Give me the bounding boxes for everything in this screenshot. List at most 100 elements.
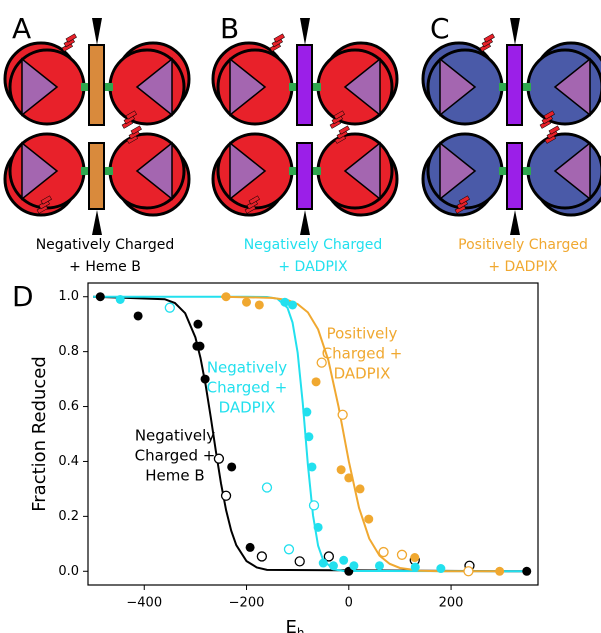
annotation: DADPIX <box>334 365 391 383</box>
data-point-open <box>220 490 232 501</box>
linker <box>523 167 531 175</box>
panel-caption: Positively Charged <box>458 237 588 253</box>
data-point <box>115 294 125 304</box>
data-point <box>280 297 290 307</box>
data-point-open <box>261 482 273 493</box>
marker-arrow <box>333 110 345 120</box>
data-point <box>318 558 328 568</box>
data-point <box>193 319 203 329</box>
data-point <box>302 407 312 417</box>
data-point-open <box>213 453 225 464</box>
complex-diagram <box>3 18 191 235</box>
wedge <box>439 141 477 201</box>
x-tick-label: 200 <box>439 596 464 611</box>
linker <box>523 83 531 91</box>
data-point-open <box>463 566 474 577</box>
data-point-open <box>283 544 295 555</box>
data-point-open <box>378 546 389 558</box>
data-point <box>339 555 349 565</box>
data-point <box>374 561 384 571</box>
annotation: Heme B <box>145 467 204 485</box>
linker <box>499 83 507 91</box>
marker-arrow <box>548 125 560 135</box>
data-point <box>288 300 298 310</box>
annotation: Charged + <box>322 345 403 363</box>
triangle <box>300 210 310 235</box>
wedge <box>439 57 477 117</box>
data-point-open <box>164 302 175 313</box>
marker-arrow <box>40 195 52 205</box>
wedge <box>135 57 173 117</box>
data-point <box>349 561 359 571</box>
y-label: Fraction Reduced <box>29 356 50 512</box>
y-tick-label: 0.6 <box>58 399 79 414</box>
x-tick-label: 0 <box>345 596 353 611</box>
wedge <box>343 57 381 117</box>
data-point <box>336 465 346 475</box>
x-label: Eh <box>286 617 305 633</box>
y-tick-label: 0.8 <box>58 344 79 359</box>
data-point-open <box>256 551 268 562</box>
triangle <box>92 18 102 45</box>
panel-caption: + DADPIX <box>488 259 558 275</box>
wedge <box>21 141 59 201</box>
data-point <box>221 292 231 302</box>
linker <box>289 83 297 91</box>
data-point <box>242 297 252 307</box>
data-point <box>364 514 374 524</box>
panel-letter: A <box>12 12 31 45</box>
data-point <box>200 374 210 384</box>
data-point <box>436 564 446 574</box>
data-point <box>311 377 321 387</box>
data-point <box>307 462 317 472</box>
x-tick-label: −400 <box>126 596 162 611</box>
panel-caption: + DADPIX <box>278 259 348 275</box>
triangle <box>510 18 520 45</box>
data-point <box>328 561 338 571</box>
data-point-open <box>316 357 327 368</box>
center-bar <box>88 142 105 210</box>
linker <box>289 167 297 175</box>
panel-caption: Negatively Charged <box>36 237 175 253</box>
data-point <box>133 311 143 321</box>
y-tick-label: 0.4 <box>58 454 79 469</box>
data-point <box>313 522 323 532</box>
data-point <box>195 341 205 351</box>
linker <box>81 83 89 91</box>
data-point-open <box>337 409 348 420</box>
panel-caption: + Heme B <box>69 259 141 275</box>
data-point <box>355 484 365 494</box>
data-point <box>245 542 255 552</box>
annotation: Negatively <box>135 427 215 445</box>
panel-letter: C <box>430 12 450 45</box>
panel-caption: Negatively Charged <box>244 237 383 253</box>
marker-arrow <box>65 33 77 43</box>
fit-curve <box>93 295 523 573</box>
data-point <box>227 462 237 472</box>
center-bar <box>296 44 313 126</box>
center-bar <box>296 142 313 210</box>
wedge <box>21 57 59 117</box>
linker <box>313 167 321 175</box>
panel-label: D <box>12 280 34 313</box>
wedge <box>135 141 173 201</box>
center-bar <box>506 142 523 210</box>
annotation: Charged + <box>135 447 216 465</box>
wedge <box>553 57 591 117</box>
marker-arrow <box>338 125 350 135</box>
y-tick-label: 0.0 <box>58 564 79 579</box>
marker-arrow <box>125 110 137 120</box>
linker <box>313 83 321 91</box>
data-point <box>344 473 354 483</box>
marker-arrow <box>130 125 142 135</box>
wedge <box>229 57 267 117</box>
y-tick-label: 1.0 <box>58 289 79 304</box>
marker-arrow <box>483 33 495 43</box>
triangle <box>92 210 102 235</box>
x-tick-label: −200 <box>229 596 265 611</box>
linker <box>499 167 507 175</box>
data-point <box>410 562 420 572</box>
y-tick-label: 0.2 <box>58 509 79 524</box>
